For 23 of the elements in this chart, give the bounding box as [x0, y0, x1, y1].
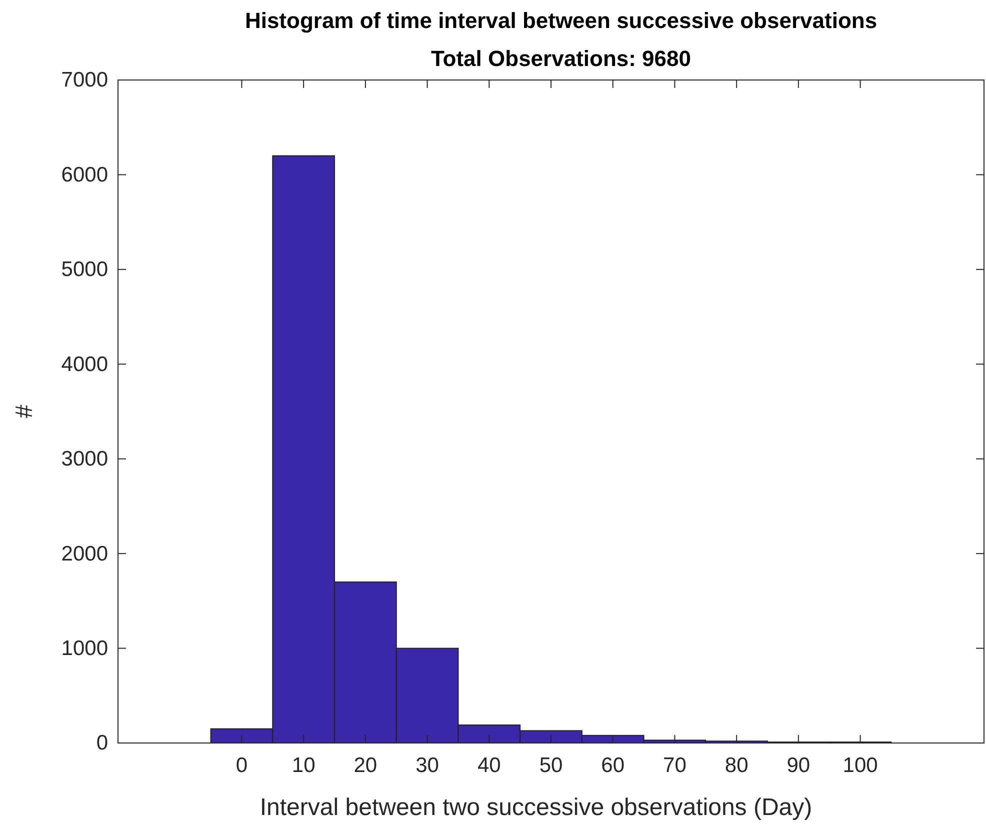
x-tick-label: 50: [539, 754, 563, 777]
chart-title: Histogram of time interval between successive observations: [244, 8, 878, 33]
x-tick-label: 80: [724, 754, 748, 777]
y-tick-label: 0: [96, 732, 108, 755]
y-tick-label: 6000: [61, 163, 108, 186]
x-tick-label: 40: [477, 754, 501, 777]
y-tick-label: 1000: [61, 637, 108, 660]
x-tick-label: 0: [236, 754, 248, 777]
y-axis-title: #: [11, 404, 38, 418]
x-tick-label: 90: [786, 754, 810, 777]
x-tick-label: 10: [292, 754, 316, 777]
y-tick-label: 5000: [61, 258, 108, 282]
x-tick-label: 30: [416, 754, 439, 777]
x-tick-label: 70: [663, 754, 686, 777]
y-tick-label: 3000: [61, 448, 108, 471]
y-tick-label: 2000: [61, 542, 108, 566]
y-tick-label: 7000: [61, 68, 108, 92]
x-tick-label: 60: [601, 754, 625, 777]
x-axis-title: Interval between two successive observations (Day): [260, 794, 812, 821]
x-tick-label: 100: [842, 754, 878, 777]
x-tick-label: 20: [354, 754, 378, 777]
y-tick-label: 4000: [61, 352, 108, 376]
chart-subtitle: Total Observations: 9680: [430, 46, 692, 71]
